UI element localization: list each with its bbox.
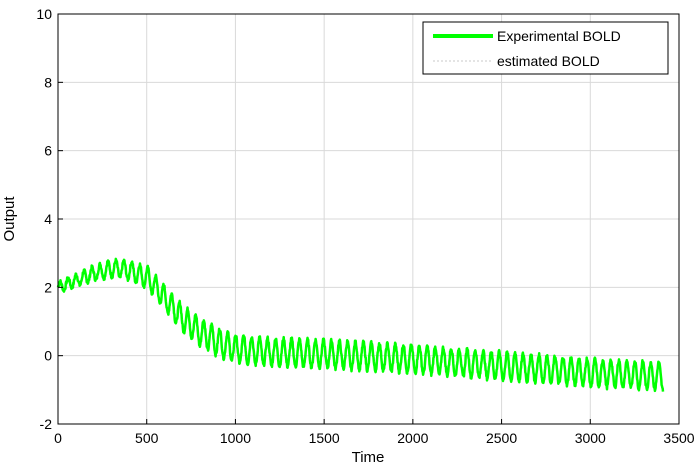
x-tick-label: 1500 xyxy=(309,430,340,446)
x-tick-label: 500 xyxy=(135,430,159,446)
legend: Experimental BOLD estimated BOLD xyxy=(422,21,669,75)
y-tick-label: 2 xyxy=(44,279,52,295)
y-tick-label: 4 xyxy=(44,211,52,227)
series-line-experimental-bold xyxy=(56,257,665,393)
x-tick-label: 1000 xyxy=(220,430,251,446)
legend-label-experimental: Experimental BOLD xyxy=(497,28,621,44)
legend-box xyxy=(422,21,669,75)
x-tick-label: 0 xyxy=(54,430,62,446)
y-tick-label: 0 xyxy=(44,348,52,364)
y-axis-label: Output xyxy=(1,196,18,242)
y-tick-label: 8 xyxy=(44,74,52,90)
x-tick-label: 3500 xyxy=(663,430,694,446)
x-axis-label: Time xyxy=(352,449,385,466)
legend-label-estimated: estimated BOLD xyxy=(497,53,600,69)
x-tick-label: 2000 xyxy=(397,430,428,446)
y-tick-label: -2 xyxy=(40,416,53,432)
x-tick-label: 2500 xyxy=(486,430,517,446)
x-tick-label: 3000 xyxy=(575,430,606,446)
series-layer xyxy=(56,257,665,393)
y-tick-label: 10 xyxy=(36,6,52,22)
y-tick-label: 6 xyxy=(44,143,52,159)
